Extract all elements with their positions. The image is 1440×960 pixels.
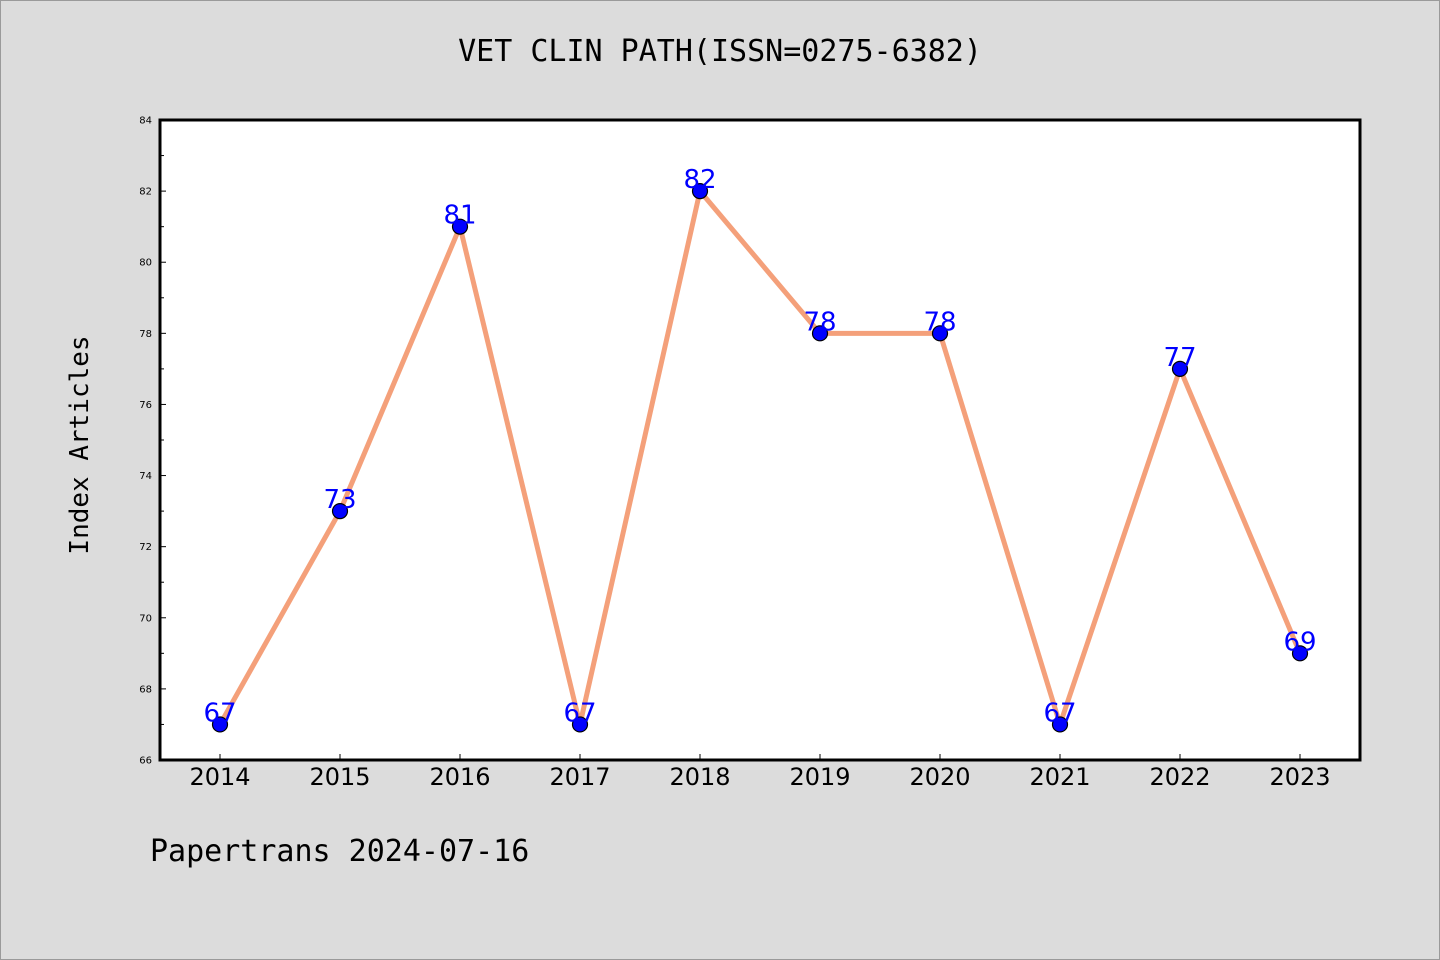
x-tick-label: 2019 xyxy=(789,763,850,791)
y-tick-label: 82 xyxy=(139,187,152,198)
data-label: 73 xyxy=(323,485,356,515)
x-tick-label: 2016 xyxy=(429,763,490,791)
data-point xyxy=(1291,645,1309,662)
x-tick-label: 2018 xyxy=(669,763,730,791)
x-tick-label: 2017 xyxy=(549,763,610,791)
data-label: 67 xyxy=(203,698,236,728)
data-label: 81 xyxy=(443,201,476,231)
data-point xyxy=(331,503,349,520)
y-axis: 66 68 70 72 74 76 78 80 82 84 xyxy=(139,116,166,767)
y-tick-label: 70 xyxy=(139,613,152,624)
x-tick-label: 2022 xyxy=(1149,763,1210,791)
y-tick-label: 84 xyxy=(139,116,152,127)
data-point xyxy=(211,716,229,733)
x-tick-label: 2014 xyxy=(189,763,250,791)
data-point xyxy=(451,218,469,235)
x-tick-label: 2020 xyxy=(909,763,970,791)
y-tick-label: 66 xyxy=(139,756,152,767)
chart-title: VET CLIN PATH(ISSN=0275-6382) xyxy=(458,34,982,69)
data-label: 77 xyxy=(1163,343,1196,373)
y-tick-label: 80 xyxy=(139,258,152,269)
data-label: 78 xyxy=(923,307,956,337)
footer-text: Papertrans 2024-07-16 xyxy=(150,834,530,869)
data-point xyxy=(691,183,709,200)
data-label: 82 xyxy=(683,165,716,195)
x-tick-label: 2023 xyxy=(1269,763,1330,791)
data-label: 78 xyxy=(803,307,836,337)
data-point xyxy=(811,325,829,342)
y-tick-label: 74 xyxy=(139,471,152,482)
series-line-group xyxy=(217,185,1303,733)
y-tick-label: 76 xyxy=(139,400,152,411)
data-label-group: 67 73 81 67 82 78 78 67 77 69 xyxy=(203,165,1316,728)
data-point xyxy=(1051,716,1069,733)
data-point xyxy=(1171,360,1189,377)
data-point xyxy=(571,716,589,733)
x-tick-label: 2015 xyxy=(309,763,370,791)
data-label: 67 xyxy=(563,698,596,728)
x-tick-label: 2021 xyxy=(1029,763,1090,791)
y-tick-label: 78 xyxy=(139,329,152,340)
plot-area xyxy=(158,118,1362,762)
data-point xyxy=(931,325,949,342)
y-tick-label: 68 xyxy=(139,684,152,695)
marker-group xyxy=(211,183,1309,733)
y-tick-label: 72 xyxy=(139,542,152,553)
series-line xyxy=(217,185,1303,733)
x-axis: 2014 2015 2016 2017 2018 2019 2020 2021 2022 2023 xyxy=(189,754,1331,791)
data-label: 69 xyxy=(1283,627,1316,657)
data-label: 67 xyxy=(1043,698,1076,728)
